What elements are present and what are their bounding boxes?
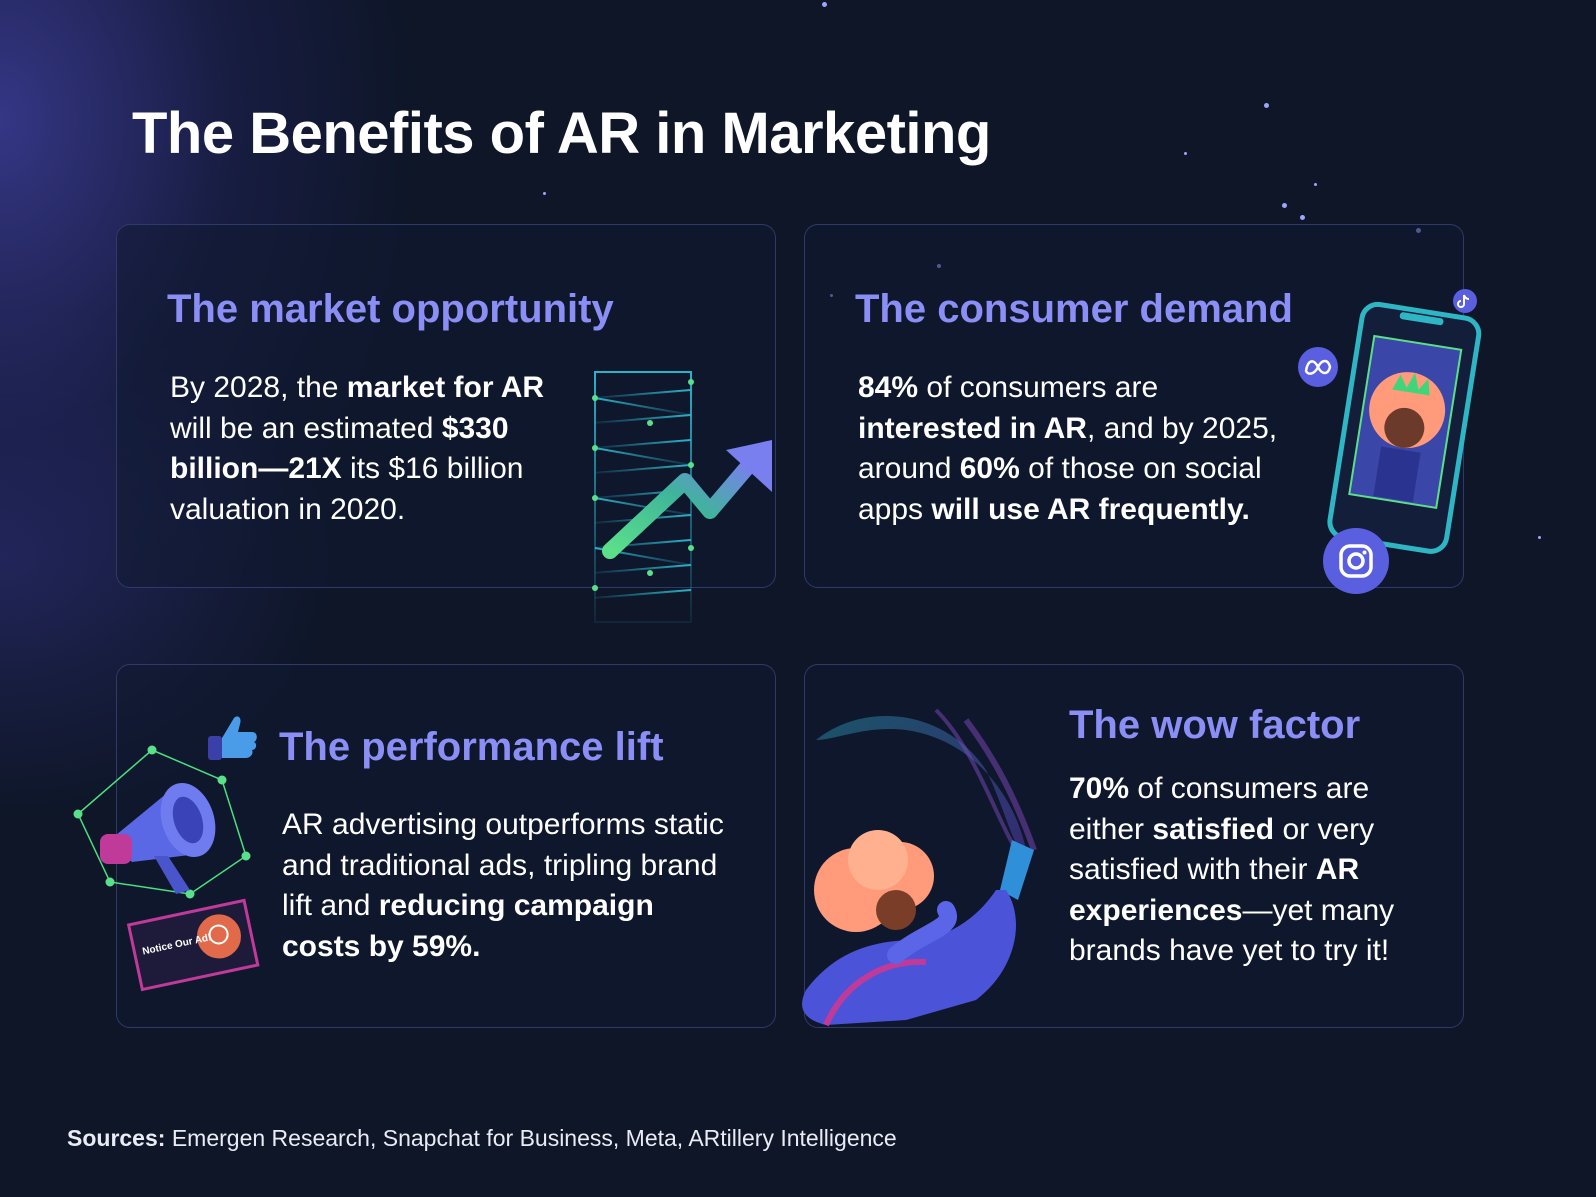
emphasis-text: will use AR frequently.: [931, 492, 1250, 526]
card-title: The market opportunity: [167, 287, 614, 331]
card-title: The wow factor: [1069, 703, 1361, 747]
sources-line: Sources: Emergen Research, Snapchat for …: [67, 1125, 897, 1152]
star: [543, 192, 546, 195]
emphasis-text: 70%: [1069, 772, 1130, 805]
tiktok-logo-icon: [1453, 289, 1477, 313]
star: [1264, 103, 1269, 108]
woman-with-phone-illustration: [802, 708, 1037, 1027]
star: [1538, 536, 1541, 539]
body-text: will be an estimated: [170, 411, 442, 445]
emphasis-text: reducing campaign costs by 59%.: [282, 889, 654, 963]
instagram-logo-icon: [1323, 528, 1389, 594]
meta-logo-icon: [1298, 347, 1338, 387]
growth-arrow-icon: [602, 440, 772, 559]
billboard-icon: Notice Our Ad!: [126, 898, 260, 992]
emphasis-text: satisfied: [1152, 812, 1275, 846]
body-text: or very satisfied with their: [1069, 812, 1375, 887]
emphasis-text: $330 billion—21X: [170, 411, 509, 486]
emphasis-text: market for AR: [346, 371, 545, 404]
star: [822, 2, 827, 7]
emphasis-text: 84%: [858, 371, 919, 404]
body-text: of those on social apps: [858, 452, 1262, 526]
smartphone-icon: [1327, 301, 1482, 554]
emphasis-text: 60%: [959, 452, 1020, 485]
card-body: AR advertising outperforms static and tr…: [282, 805, 737, 967]
megaphone-icon: [73, 745, 251, 899]
body-text: —yet many brands have yet to try it!: [1069, 893, 1395, 968]
body-text: its $16 billion valuation in 2020.: [170, 452, 524, 526]
emphasis-text: AR experiences: [1069, 853, 1360, 927]
body-text: By 2028, the: [170, 371, 347, 404]
body-text: of consumers are either: [1069, 772, 1370, 846]
thumbs-up-icon: [208, 716, 257, 760]
star: [1184, 152, 1187, 155]
star: [1282, 203, 1287, 208]
body-text: AR advertising outperforms static and tr…: [282, 808, 724, 922]
emphasis-text: interested in AR: [858, 411, 1087, 445]
star: [1300, 215, 1305, 220]
body-text: , and by 2025, around: [858, 411, 1278, 486]
body-text: of consumers are: [918, 371, 1159, 404]
sources-label: Sources:: [67, 1125, 166, 1151]
star: [1314, 183, 1317, 186]
card-market-opportunity: The market opportunity By 2028, the mark…: [116, 224, 776, 588]
sources-text: Emergen Research, Snapchat for Business,…: [165, 1125, 897, 1151]
card-title: The performance lift: [279, 725, 664, 769]
card-body: By 2028, the market for AR will be an es…: [170, 368, 580, 530]
card-body: 70% of consumers are either satisfied or…: [1069, 769, 1429, 972]
grid-tower-icon: [592, 371, 694, 623]
card-title: The consumer demand: [855, 287, 1293, 331]
page-title: The Benefits of AR in Marketing: [132, 101, 991, 166]
card-body: 84% of consumers are interested in AR, a…: [858, 368, 1308, 530]
